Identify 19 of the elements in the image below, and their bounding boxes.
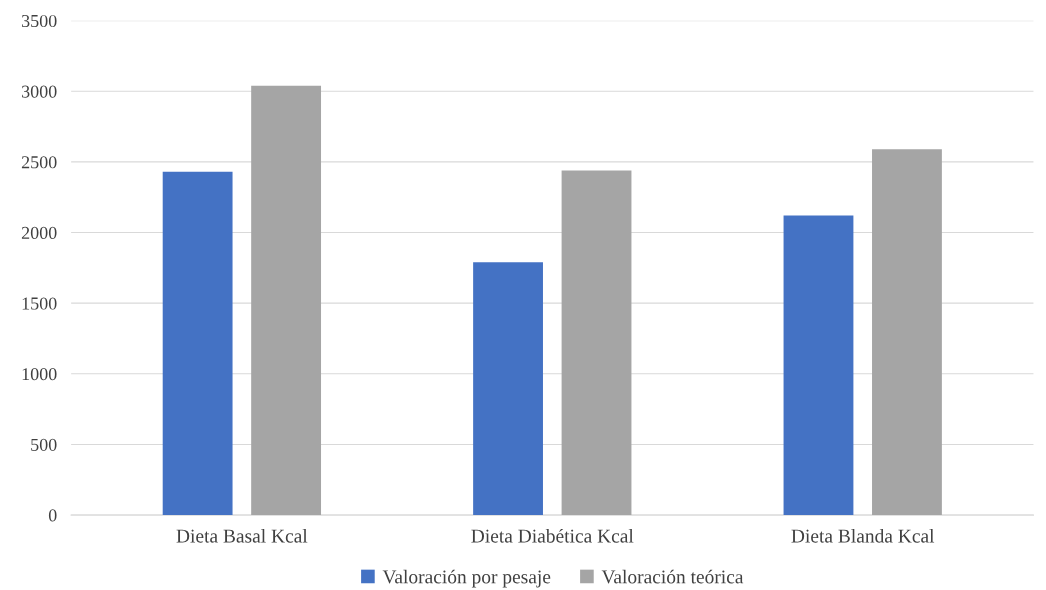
y-tick-label: 3500 (21, 14, 57, 28)
bar (783, 215, 854, 516)
legend-label: Valoración por pesaje (382, 569, 551, 588)
bar (473, 262, 543, 516)
bar (162, 171, 233, 516)
bar (561, 170, 632, 516)
bar (872, 149, 942, 516)
x-tick-label: Dieta Basal Kcal (176, 528, 308, 543)
legend-label: Valoración teórica (601, 569, 744, 584)
y-tick-label: 2500 (21, 156, 57, 169)
y-tick-label: 3000 (21, 85, 57, 98)
x-tick-label: Dieta Blanda Kcal (791, 528, 935, 543)
y-tick-label: 1000 (22, 368, 57, 381)
x-tick-label: Dieta Diabética Kcal (471, 528, 634, 543)
bar (251, 85, 322, 516)
y-tick-label: 500 (31, 438, 57, 451)
y-tick-label: 2000 (21, 226, 57, 239)
y-tick-label: 0 (48, 509, 57, 522)
y-tick-label: 1500 (22, 297, 57, 310)
